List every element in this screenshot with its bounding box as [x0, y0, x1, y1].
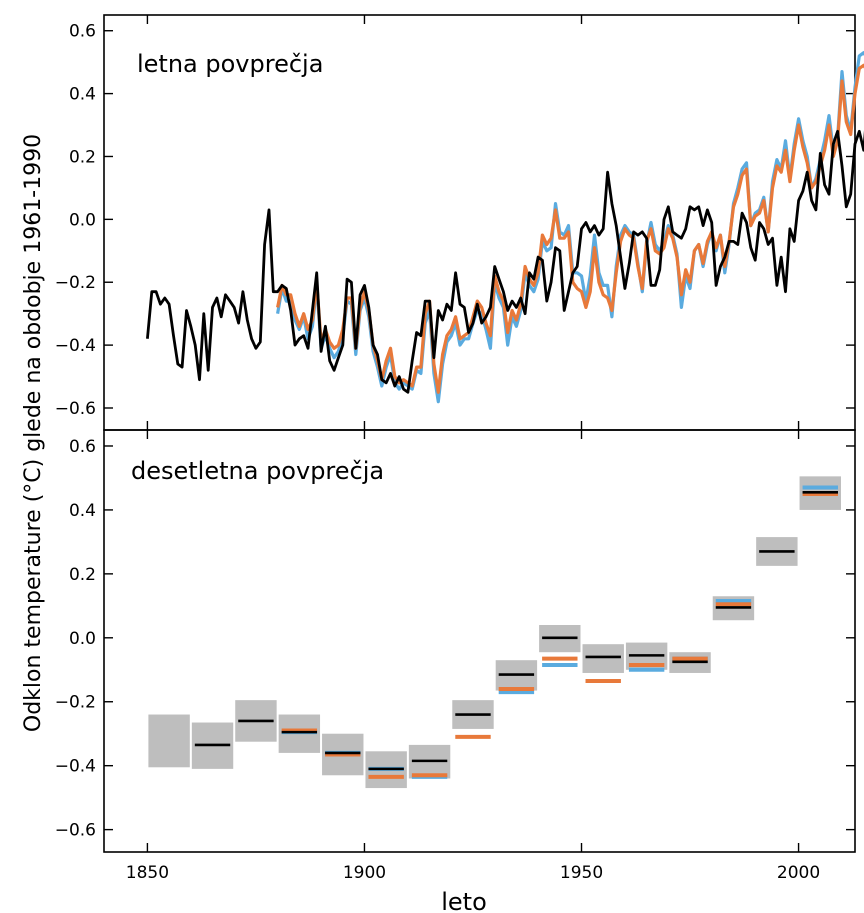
y-tick-label: 0.0 — [69, 629, 96, 649]
y-tick-label: 0.2 — [69, 147, 96, 167]
x-tick-label: 2000 — [777, 863, 820, 883]
y-tick-label: −0.2 — [55, 693, 96, 713]
y-tick-label: 0.6 — [69, 437, 96, 457]
panel-frame — [103, 429, 856, 853]
y-tick-label: −0.6 — [55, 399, 96, 419]
x-tick-label: 1950 — [560, 863, 603, 883]
x-tick-label: 1850 — [126, 863, 169, 883]
series-line-orange — [276, 63, 864, 394]
series-line-black — [146, 129, 864, 394]
y-axis-title: Odklon temperature (°C) glede na obdobje… — [21, 134, 46, 732]
x-axis-title: leto — [441, 888, 487, 913]
series-line-blue — [276, 51, 864, 404]
panel-title: letna povprečja — [137, 50, 323, 78]
y-tick-label: −0.4 — [55, 757, 96, 777]
y-tick-label: 0.4 — [69, 85, 96, 105]
y-tick-label: −0.6 — [55, 821, 96, 841]
y-tick-label: −0.4 — [55, 336, 96, 356]
y-tick-label: 0.4 — [69, 501, 96, 521]
y-tick-label: 0.0 — [69, 210, 96, 230]
panel-title: desetletna povprečja — [131, 457, 384, 485]
y-tick-label: 0.2 — [69, 565, 96, 585]
x-tick-label: 1900 — [343, 863, 386, 883]
uncertainty-box — [148, 714, 190, 768]
y-tick-label: 0.6 — [69, 22, 96, 42]
uncertainty-box — [582, 644, 624, 673]
y-tick-label: −0.2 — [55, 273, 96, 293]
